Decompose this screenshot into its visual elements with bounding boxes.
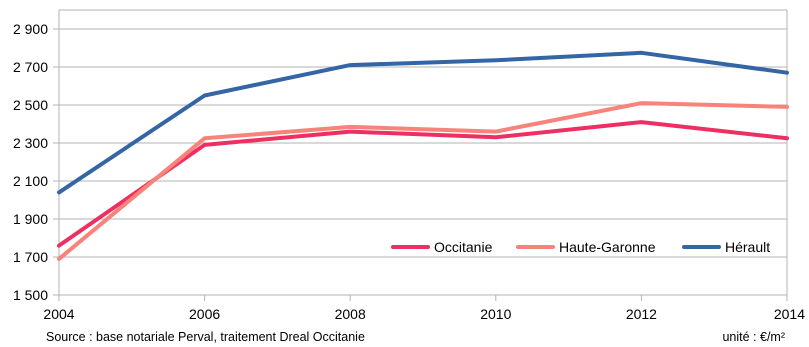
source-note: Source : base notariale Perval, traiteme…: [46, 330, 365, 344]
series-line-occitanie: [57, 120, 789, 248]
x-tick-label: 2012: [626, 306, 657, 322]
series-line-haute-garonne: [57, 101, 789, 261]
y-axis-ticks: 1 500 1 700 1 900 2 100 2 300 2 500 2 700 2 900: [13, 21, 59, 303]
legend: Occitanie Haute-Garonne Hérault: [391, 239, 770, 255]
y-tick-label: 2 700: [13, 59, 48, 75]
x-tick-label: 2010: [480, 306, 511, 322]
x-tick-label: 2008: [335, 306, 366, 322]
series-lines: [57, 50, 789, 261]
legend-label: Haute-Garonne: [559, 239, 656, 255]
legend-label: Occitanie: [434, 239, 493, 255]
series-line-h-rault: [57, 50, 789, 195]
x-tick-label: 2014: [774, 306, 805, 322]
y-tick-label: 2 900: [13, 21, 48, 37]
y-tick-label: 1 700: [13, 249, 48, 265]
legend-label: Hérault: [725, 239, 770, 255]
y-tick-label: 1 500: [13, 287, 48, 303]
y-tick-label: 1 900: [13, 211, 48, 227]
y-tick-label: 2 300: [13, 135, 48, 151]
x-axis-ticks: 2004 2006 2008 2010 2012 2014: [43, 295, 805, 322]
grid-lines: [58, 9, 788, 296]
unit-note: unité : €/m²: [722, 330, 785, 344]
y-tick-label: 2 100: [13, 173, 48, 189]
x-tick-label: 2004: [43, 306, 74, 322]
x-tick-label: 2006: [189, 306, 220, 322]
y-tick-label: 2 500: [13, 97, 48, 113]
